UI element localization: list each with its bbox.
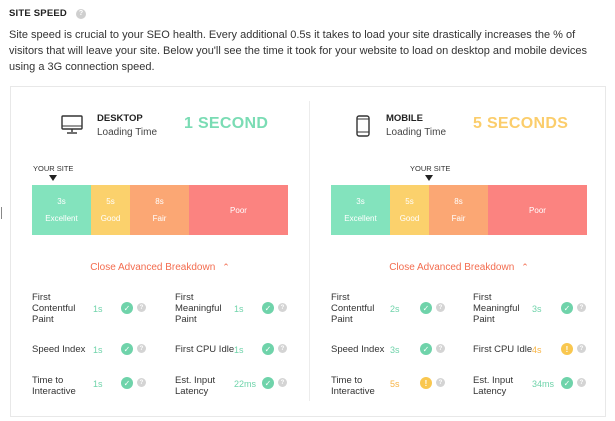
metric-label: Est. Input Latency — [175, 375, 216, 397]
scale-label: Excellent — [45, 214, 78, 223]
check-icon: ✓ — [420, 343, 432, 355]
metric-value: 3s — [532, 304, 542, 314]
help-icon[interactable]: ? — [436, 303, 445, 312]
help-icon[interactable]: ? — [278, 303, 287, 312]
check-icon: ✓ — [561, 302, 573, 314]
section-title: SITE SPEED — [9, 8, 67, 19]
metric-value: 34ms — [532, 379, 555, 389]
your-site-label: YOUR SITE — [33, 164, 74, 173]
scale-excellent: 3s Excellent — [32, 185, 91, 235]
help-icon[interactable]: ? — [577, 303, 586, 312]
speed-panel: DESKTOP Loading Time 1 SECOND YOUR SITE … — [10, 86, 606, 417]
desktop-column: DESKTOP Loading Time 1 SECOND YOUR SITE … — [11, 87, 309, 418]
toggle-label: Close Advanced Breakdown — [389, 262, 515, 273]
help-icon[interactable]: ? — [278, 378, 287, 387]
check-icon: ✓ — [262, 343, 274, 355]
scale-label: Good — [100, 214, 121, 223]
scale-label: Fair — [451, 214, 466, 223]
scale-label: Fair — [152, 214, 167, 223]
check-icon: ✓ — [121, 302, 133, 314]
loading-time: 5 SECONDS — [473, 115, 569, 132]
metric-label: First Contentful Paint — [32, 292, 76, 325]
close-breakdown-link[interactable]: Close Advanced Breakdown ⌃ — [310, 262, 608, 273]
metric-label: First CPU Idle — [175, 344, 235, 355]
device-subtitle: Loading Time — [97, 127, 158, 138]
metric-label: Time to Interactive — [331, 375, 375, 397]
help-icon[interactable]: ? — [577, 344, 586, 353]
help-icon[interactable]: ? — [436, 378, 445, 387]
desktop-icon — [61, 115, 83, 134]
metric-value: 2s — [390, 304, 400, 314]
check-icon: ✓ — [561, 377, 573, 389]
help-icon[interactable]: ? — [137, 344, 146, 353]
your-site-label: YOUR SITE — [410, 164, 451, 173]
help-icon[interactable]: ? — [436, 344, 445, 353]
column-divider — [309, 101, 310, 401]
metric-value: 1s — [93, 379, 103, 389]
chevron-up-icon: ⌃ — [222, 262, 230, 272]
metric-value: 1s — [234, 345, 244, 355]
help-icon[interactable]: ? — [278, 344, 287, 353]
mobile-icon — [356, 115, 370, 137]
help-icon[interactable]: ? — [75, 8, 86, 19]
metric-label: Speed Index — [331, 344, 385, 355]
chevron-up-icon: ⌃ — [521, 262, 529, 272]
scale-time: 3s — [356, 197, 365, 206]
scale-fair: 8s Fair — [429, 185, 488, 235]
scale-time: 5s — [106, 197, 115, 206]
toggle-label: Close Advanced Breakdown — [90, 262, 216, 273]
device-name: DESKTOP — [97, 113, 143, 124]
scale-good: 5s Good — [390, 185, 429, 235]
metric-value: 22ms — [234, 379, 257, 389]
loading-time: 1 SECOND — [184, 115, 269, 132]
metric-label: Speed Index — [32, 344, 86, 355]
scale-label: Poor — [529, 205, 546, 215]
help-icon[interactable]: ? — [137, 378, 146, 387]
scale-poor: Poor — [189, 185, 288, 235]
metric-value: 1s — [234, 304, 244, 314]
check-icon: ✓ — [420, 302, 432, 314]
scale-label: Excellent — [344, 214, 377, 223]
metric-value: 3s — [390, 345, 400, 355]
check-icon: ✓ — [121, 343, 133, 355]
section-description: Site speed is crucial to your SEO health… — [9, 29, 588, 73]
your-site-marker — [425, 175, 433, 181]
warning-icon: ! — [420, 377, 432, 389]
speed-scale: 3s Excellent 5s Good 8s Fair Poor — [32, 185, 288, 235]
metric-label: First CPU Idle — [473, 344, 533, 355]
check-icon: ✓ — [121, 377, 133, 389]
scale-fair: 8s Fair — [130, 185, 189, 235]
close-breakdown-link[interactable]: Close Advanced Breakdown ⌃ — [11, 262, 309, 273]
scale-label: Good — [399, 214, 420, 223]
edge-marker — [1, 207, 2, 219]
check-icon: ✓ — [262, 302, 274, 314]
speed-scale: 3s Excellent 5s Good 8s Fair Poor — [331, 185, 587, 235]
metric-value: 1s — [93, 345, 103, 355]
metric-value: 5s — [390, 379, 400, 389]
scale-poor: Poor — [488, 185, 587, 235]
metric-label: Time to Interactive — [32, 375, 76, 397]
metric-label: First Meaningful Paint — [473, 292, 520, 325]
scale-time: 8s — [454, 197, 463, 206]
scale-excellent: 3s Excellent — [331, 185, 390, 235]
device-subtitle: Loading Time — [386, 127, 447, 138]
your-site-marker — [49, 175, 57, 181]
help-icon[interactable]: ? — [577, 378, 586, 387]
device-name: MOBILE — [386, 113, 423, 124]
metric-label: Est. Input Latency — [473, 375, 514, 397]
scale-good: 5s Good — [91, 185, 130, 235]
scale-time: 8s — [155, 197, 164, 206]
mobile-column: MOBILE Loading Time 5 SECONDS YOUR SITE … — [310, 87, 608, 418]
section-header: SITE SPEED ? — [9, 8, 86, 19]
scale-time: 5s — [405, 197, 414, 206]
check-icon: ✓ — [262, 377, 274, 389]
warning-icon: ! — [561, 343, 573, 355]
scale-time: 3s — [57, 197, 66, 206]
metric-label: First Contentful Paint — [331, 292, 375, 325]
metric-value: 4s — [532, 345, 542, 355]
metric-value: 1s — [93, 304, 103, 314]
help-icon[interactable]: ? — [137, 303, 146, 312]
scale-label: Poor — [230, 205, 247, 215]
metric-label: First Meaningful Paint — [175, 292, 222, 325]
